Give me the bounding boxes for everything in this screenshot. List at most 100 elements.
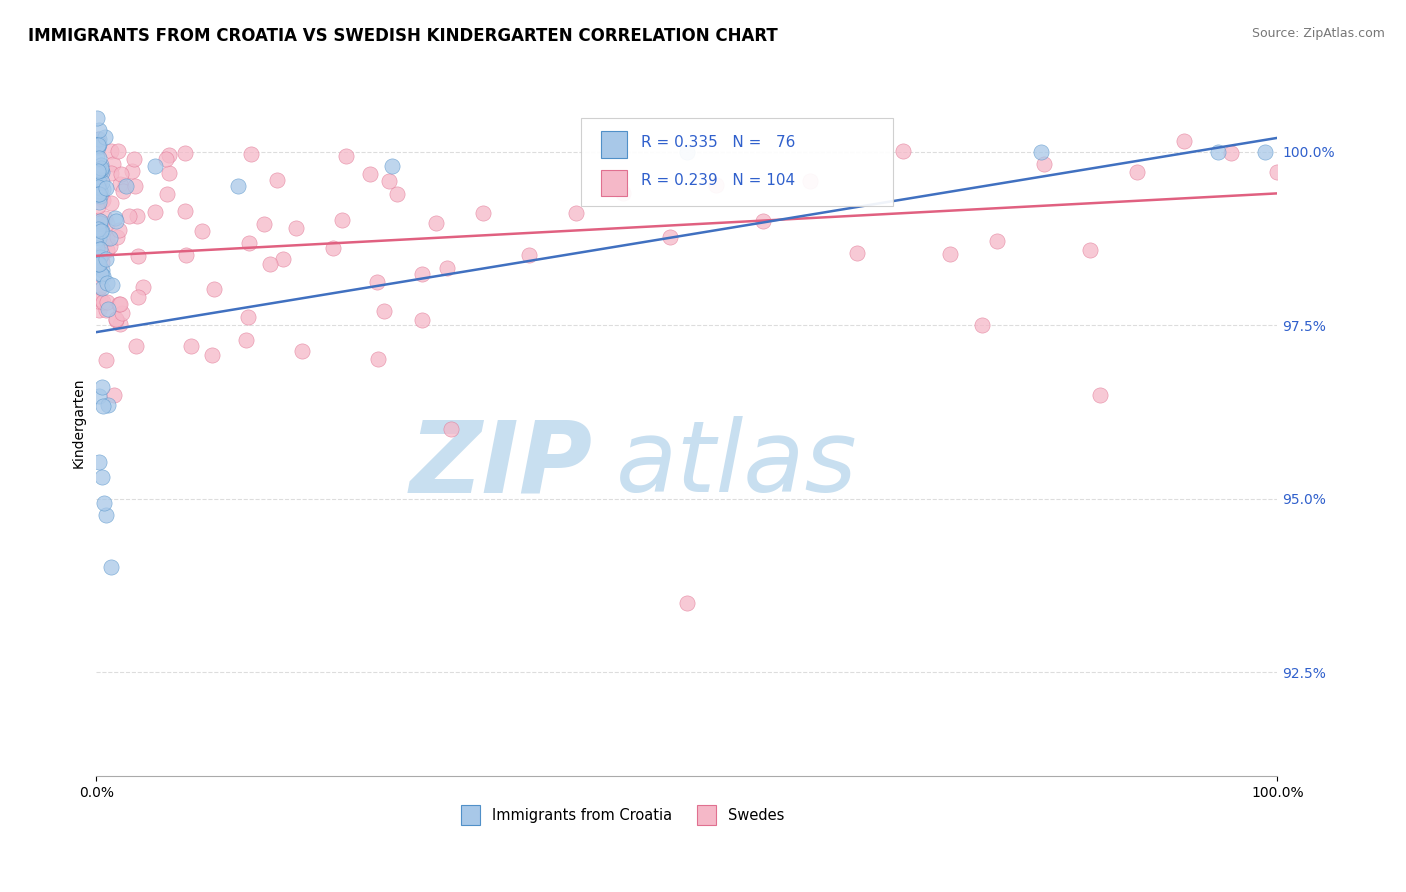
Point <box>96 217 118 231</box>
Text: ZIP: ZIP <box>409 417 592 513</box>
Point <box>284 221 307 235</box>
Point <box>115 179 138 194</box>
Point <box>87 163 110 178</box>
Point <box>157 148 180 162</box>
Point <box>86 178 108 193</box>
Point <box>87 221 110 235</box>
Point <box>112 184 135 198</box>
Point <box>266 173 288 187</box>
Point <box>89 189 111 203</box>
Point <box>108 178 131 192</box>
Point <box>173 203 195 218</box>
Point <box>1206 145 1229 159</box>
Point <box>1126 165 1149 179</box>
Point <box>191 223 214 237</box>
Text: Source: ZipAtlas.com: Source: ZipAtlas.com <box>1251 27 1385 40</box>
Point <box>87 168 110 182</box>
Point <box>385 186 408 201</box>
Point <box>91 469 114 483</box>
Point <box>89 303 111 318</box>
Point <box>675 596 697 610</box>
Point <box>89 184 111 198</box>
Point <box>87 231 110 245</box>
Point <box>87 199 110 213</box>
Point <box>1032 157 1054 171</box>
Point <box>89 279 111 293</box>
Point <box>87 123 110 137</box>
Point <box>87 221 110 235</box>
Text: IMMIGRANTS FROM CROATIA VS SWEDISH KINDERGARTEN CORRELATION CHART: IMMIGRANTS FROM CROATIA VS SWEDISH KINDE… <box>28 27 778 45</box>
Point <box>1078 244 1101 258</box>
Point <box>107 229 129 244</box>
Point <box>939 247 962 261</box>
Point <box>367 351 389 366</box>
Point <box>96 230 118 244</box>
Point <box>411 313 433 327</box>
Point <box>202 282 225 296</box>
Point <box>96 252 118 267</box>
Point <box>96 295 118 310</box>
Point <box>612 186 634 200</box>
Point <box>155 153 177 167</box>
Point <box>89 214 111 228</box>
Point <box>89 216 111 230</box>
Point <box>86 111 108 125</box>
Point <box>97 302 120 317</box>
Point <box>87 137 110 152</box>
Point <box>440 422 463 436</box>
Point <box>96 276 118 290</box>
Point <box>517 248 540 262</box>
Point <box>104 211 127 226</box>
Point <box>91 399 114 413</box>
Point <box>90 224 112 238</box>
Point <box>86 163 108 178</box>
Point <box>90 162 112 177</box>
Point <box>89 388 111 402</box>
Point <box>145 204 167 219</box>
Point <box>89 242 111 256</box>
Point <box>86 151 108 165</box>
Point <box>471 206 494 220</box>
Point <box>100 278 122 293</box>
Point <box>87 151 110 165</box>
Point <box>658 229 681 244</box>
Point <box>127 290 149 304</box>
Y-axis label: Kindergarten: Kindergarten <box>72 377 86 467</box>
Point <box>107 297 129 311</box>
Point <box>87 186 110 201</box>
Point <box>114 178 136 192</box>
Point <box>101 157 124 171</box>
Bar <box>600 169 627 196</box>
Point <box>90 267 112 281</box>
Point <box>94 508 117 522</box>
Point <box>235 333 257 347</box>
Point <box>322 241 344 255</box>
Point <box>90 255 112 269</box>
Point <box>1254 145 1277 159</box>
Point <box>1219 146 1241 161</box>
Bar <box>461 805 481 825</box>
Text: Immigrants from Croatia: Immigrants from Croatia <box>492 807 672 822</box>
Point <box>86 228 108 243</box>
Point <box>1029 145 1052 159</box>
Point <box>799 174 821 188</box>
Point <box>87 194 110 209</box>
Point <box>87 455 110 469</box>
Point <box>91 262 114 277</box>
Point <box>253 218 276 232</box>
Point <box>86 167 108 181</box>
Bar <box>600 131 627 158</box>
Point <box>156 186 179 201</box>
Point <box>378 174 401 188</box>
Point <box>87 137 110 152</box>
Point <box>970 318 993 333</box>
Point <box>87 294 110 309</box>
Point <box>91 380 114 394</box>
Point <box>124 178 146 193</box>
Point <box>91 182 114 196</box>
Point <box>89 131 111 145</box>
Point <box>100 145 122 159</box>
Point <box>100 166 122 180</box>
Point <box>180 339 202 353</box>
Point <box>332 213 354 227</box>
